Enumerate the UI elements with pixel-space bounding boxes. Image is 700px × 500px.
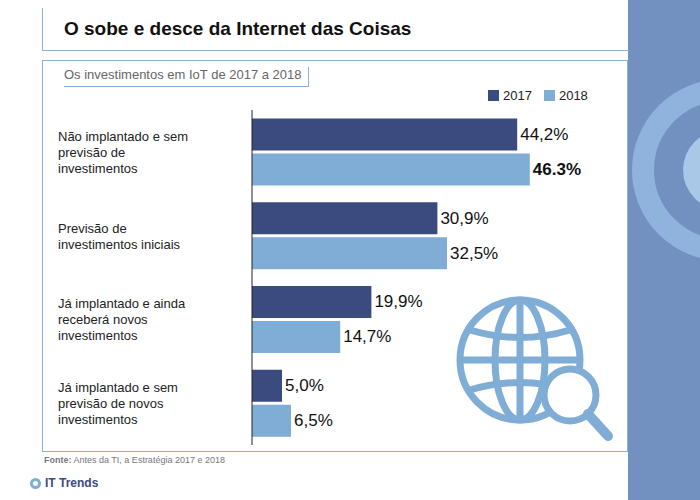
- svg-text:Já implantado e semprevisão de: Já implantado e semprevisão de novosinve…: [58, 380, 178, 427]
- html-text:2017: 2017: [503, 88, 532, 103]
- svg-text:19,9%: 19,9%: [374, 292, 422, 311]
- svg-text:Não implantado e semprevisão d: Não implantado e semprevisão deinvestime…: [58, 128, 188, 175]
- svg-text:Previsão deinvestimentos inici: Previsão deinvestimentos iniciais: [58, 220, 181, 251]
- svg-text:30,9%: 30,9%: [440, 209, 488, 228]
- svg-text:Já implantado e aindareceberá: Já implantado e aindareceberá novosinves…: [58, 296, 186, 343]
- html-text:IT Trends: IT Trends: [45, 476, 99, 490]
- svg-text:44,2%: 44,2%: [520, 125, 568, 144]
- svg-text:32,5%: 32,5%: [450, 244, 498, 263]
- svg-text:46.3%: 46.3%: [533, 160, 581, 179]
- svg-text:14,7%: 14,7%: [343, 327, 391, 346]
- html-text:Os investimentos em IoT de 201: Os investimentos em IoT de 2017 a 2018: [64, 67, 302, 82]
- html-text:O sobe e desce da Internet das: O sobe e desce da Internet das Coisas: [64, 18, 412, 39]
- html-text:2018: 2018: [558, 88, 588, 103]
- svg-text:6,5%: 6,5%: [294, 411, 333, 430]
- svg-text:5,0%: 5,0%: [285, 376, 324, 395]
- html-text:Fonte: Antes da TI, a Estratég: Fonte: Antes da TI, a Estratégia 2017 e …: [44, 455, 225, 465]
